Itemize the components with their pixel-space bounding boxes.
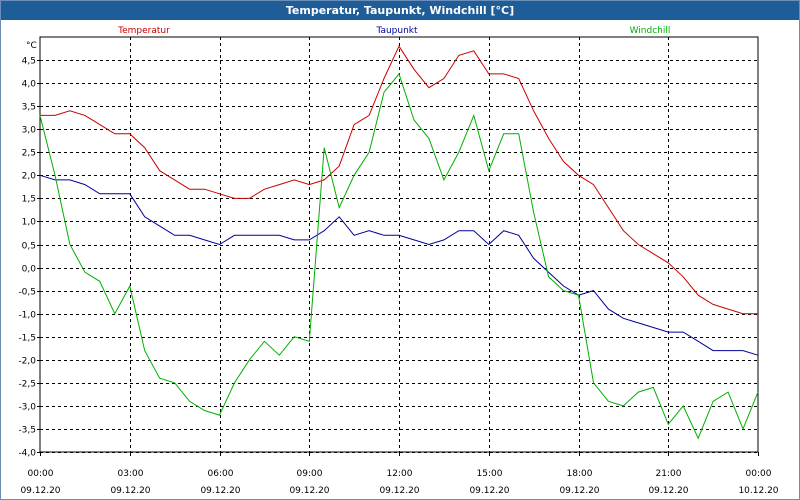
y-tick-label: 4,5 [22, 57, 36, 67]
x-tick-date-label: 09.12.20 [648, 486, 688, 496]
series-line-windchill [39, 72, 759, 440]
series-line-taupunkt [39, 174, 759, 356]
y-tick-label: -0,5 [18, 288, 36, 298]
x-tick-date-label: 09.12.20 [469, 486, 509, 496]
y-tick-label: 4,0 [22, 80, 37, 90]
legend-taupunkt: Taupunkt [375, 26, 418, 36]
y-tick-label: -2,0 [18, 357, 36, 367]
chart-title: Temperatur, Taupunkt, Windchill [°C] [1, 1, 799, 20]
y-tick-label: -1,0 [18, 311, 36, 321]
x-tick-date-label: 09.12.20 [559, 486, 599, 496]
y-tick-label: 1,5 [22, 195, 36, 205]
x-tick-time-label: 06:00 [208, 469, 234, 479]
x-tick-time-label: 18:00 [567, 469, 593, 479]
y-tick-label: 3,0 [22, 126, 37, 136]
y-tick-label: 3,5 [22, 103, 36, 113]
legend-temperatur: Temperatur [117, 26, 170, 36]
y-tick-label: 0,0 [22, 265, 37, 275]
x-tick-date-label: 09.12.20 [289, 486, 329, 496]
y-tick-label: -3,0 [18, 403, 36, 413]
x-tick-time-label: 00:00 [746, 469, 772, 479]
x-tick-date-label: 09.12.20 [110, 486, 150, 496]
y-tick-label: -2,5 [18, 380, 36, 390]
x-tick-time-label: 03:00 [118, 469, 144, 479]
y-tick-label: -1,5 [18, 334, 36, 344]
x-tick-time-label: 09:00 [297, 469, 323, 479]
legend-windchill: Windchill [630, 26, 671, 36]
y-tick-label: 0,5 [22, 242, 36, 252]
y-tick-label: -3,5 [18, 426, 36, 436]
x-tick-time-label: 21:00 [656, 469, 682, 479]
x-tick-time-label: 15:00 [477, 469, 503, 479]
x-tick-date-label: 09.12.20 [200, 486, 240, 496]
x-tick-time-label: 12:00 [387, 469, 413, 479]
x-tick-date-label: 09.12.20 [379, 486, 419, 496]
x-tick-date-label: 09.12.20 [20, 486, 60, 496]
y-axis-unit-label: °C [26, 41, 37, 51]
series-line-temperatur [40, 45, 758, 315]
y-tick-label: 2,5 [22, 149, 36, 159]
y-tick-label: 1,0 [22, 218, 37, 228]
x-tick-date-label: 10.12.20 [738, 486, 778, 496]
y-tick-label: -4,0 [18, 449, 36, 459]
y-tick-label: 2,0 [22, 172, 37, 182]
x-tick-time-label: 00:00 [28, 469, 54, 479]
